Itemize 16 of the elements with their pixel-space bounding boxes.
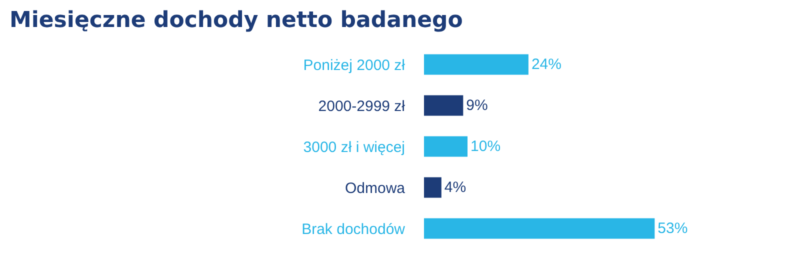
data-label: 4% <box>444 179 466 196</box>
data-label: 10% <box>470 138 501 155</box>
bar <box>424 54 528 75</box>
bar <box>424 95 464 116</box>
text: Miesięczne dochody netto badanego <box>9 8 463 34</box>
y-tick-label: Odmowa <box>344 180 406 197</box>
bar <box>424 177 442 198</box>
bar <box>424 136 468 157</box>
y-tick-label: Brak dochodów <box>302 220 406 238</box>
data-label: 24% <box>531 56 562 73</box>
y-tick-label: 2000-2999 zł <box>318 98 406 115</box>
data-label: 9% <box>466 97 488 114</box>
y-tick-label: Poniżej 2000 zł <box>303 56 406 74</box>
data-label: 53% <box>658 220 688 237</box>
bar <box>424 218 655 239</box>
y-tick-label: 3000 zł i więcej <box>303 138 405 156</box>
